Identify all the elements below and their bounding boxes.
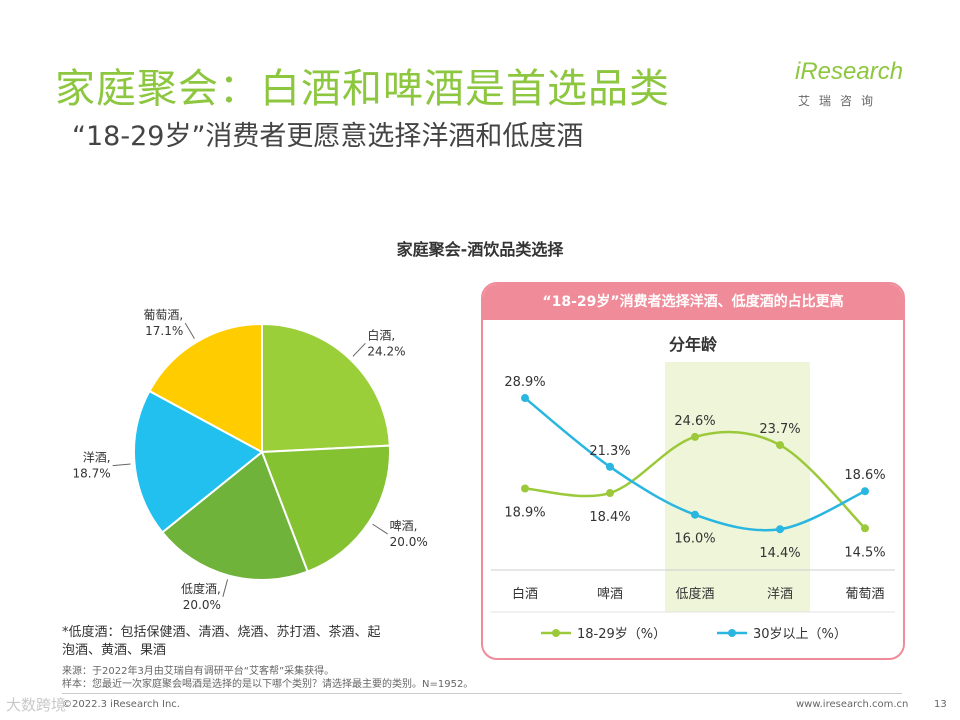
data-point [861, 487, 869, 496]
logo-text: iResearch [795, 58, 904, 85]
pie-leader-line [184, 322, 195, 339]
data-label: 16.0% [674, 532, 715, 547]
data-label: 23.7% [759, 422, 800, 437]
legend-marker [552, 629, 560, 637]
copyright: ©2022.3 iResearch Inc. [62, 699, 180, 710]
data-label: 18.4% [589, 510, 630, 525]
pie-slice-value: 20.0% [183, 598, 221, 610]
source-line-2: 样本：您最近一次家庭聚会喝酒是选择的是以下哪个类别？请选择最主要的类别。N=19… [62, 679, 474, 690]
pie-leader-line [112, 463, 131, 467]
pie-slice-label: 低度酒, [181, 581, 221, 596]
pie-chart-title: 家庭聚会-酒饮品类选择 [396, 240, 564, 259]
legend-marker [728, 629, 736, 637]
logo-cn: 艾瑞咨询 [798, 94, 883, 108]
pie-slice [148, 322, 263, 454]
data-point [776, 525, 784, 534]
age-comparison-panel: “18-29岁”消费者选择洋酒、低度酒的占比更高 分年龄白酒 啤酒 低度酒 洋酒 葡萄酒… [481, 282, 905, 660]
low-alcohol-note: *低度酒：包括保健酒、清酒、烧酒、苏打酒、茶酒、起泡酒、黄酒、果酒 [62, 625, 381, 658]
page-subtitle: “18-29岁”消费者更愿意选择洋酒和低度酒 [72, 121, 584, 152]
pie-leader-line [222, 579, 229, 597]
page-title: 家庭聚会：白酒和啤酒是首选品类 [55, 66, 670, 112]
x-tick-label: 洋酒 [767, 587, 793, 602]
legend-label: 18-29岁（%） [577, 627, 666, 642]
data-point [691, 510, 699, 519]
x-tick-label: 低度酒 [675, 586, 714, 602]
panel-banner: “18-29岁”消费者选择洋酒、低度酒的占比更高 [483, 284, 903, 320]
page-number: 13 [934, 699, 947, 710]
data-label: 24.6% [674, 414, 715, 429]
pie-slice-label: 白酒, [367, 327, 395, 342]
line-chart-title: 分年龄 [669, 335, 718, 354]
data-label: 28.9% [504, 375, 545, 390]
pie-chart: 白酒, 24.2% 啤酒, 20.0% 低度酒, 20.0% 洋酒, 18.7% 葡萄酒, 17.… [72, 308, 428, 610]
pie-slice-value: 17.1% [145, 324, 183, 338]
data-point [606, 489, 614, 498]
data-point [521, 484, 529, 493]
website: www.iresearch.com.cn [796, 699, 909, 710]
pie-slice-label: 啤酒, [390, 518, 418, 533]
watermark: 大数跨境 [6, 696, 67, 714]
pie-slice [260, 444, 391, 573]
x-tick-label: 啤酒 [597, 587, 623, 602]
pie-slice-value: 24.2% [367, 344, 405, 358]
pie-slice [160, 450, 309, 581]
pie-slice-value: 20.0% [390, 535, 428, 549]
data-label: 14.5% [844, 545, 885, 560]
data-label: 14.4% [759, 546, 800, 561]
pie-slice-label: 洋酒, [83, 450, 111, 465]
pie-leader-line [372, 523, 388, 535]
legend-label: 30岁以上（%） [753, 627, 847, 642]
data-label: 21.3% [589, 444, 630, 459]
footer-divider [62, 693, 902, 694]
pie-leader-line [352, 342, 366, 357]
pie-slice-value: 18.7% [72, 467, 110, 481]
x-tick-label: 葡萄酒 [845, 587, 884, 602]
highlight-band [665, 362, 810, 612]
data-label: 18.9% [504, 505, 545, 520]
pie-slice-label: 葡萄酒, [143, 308, 183, 322]
source-note: 来源：于2022年3月由艾瑞自有调研平台“艾客帮”采集获得。 样本：您最近一次家… [62, 665, 473, 691]
pie-slice [261, 322, 391, 454]
pie-slice [133, 389, 264, 534]
iresearch-logo: iResearch 艾瑞咨询 [795, 52, 910, 112]
source-line-1: 来源：于2022年3月由艾瑞自有调研平台“艾客帮”采集获得。 [62, 666, 335, 677]
data-point [521, 394, 529, 403]
data-point [776, 441, 784, 450]
data-label: 18.6% [844, 468, 885, 483]
data-point [691, 432, 699, 441]
data-point [606, 462, 614, 471]
data-point [861, 524, 869, 533]
x-tick-label: 白酒 [512, 586, 538, 602]
